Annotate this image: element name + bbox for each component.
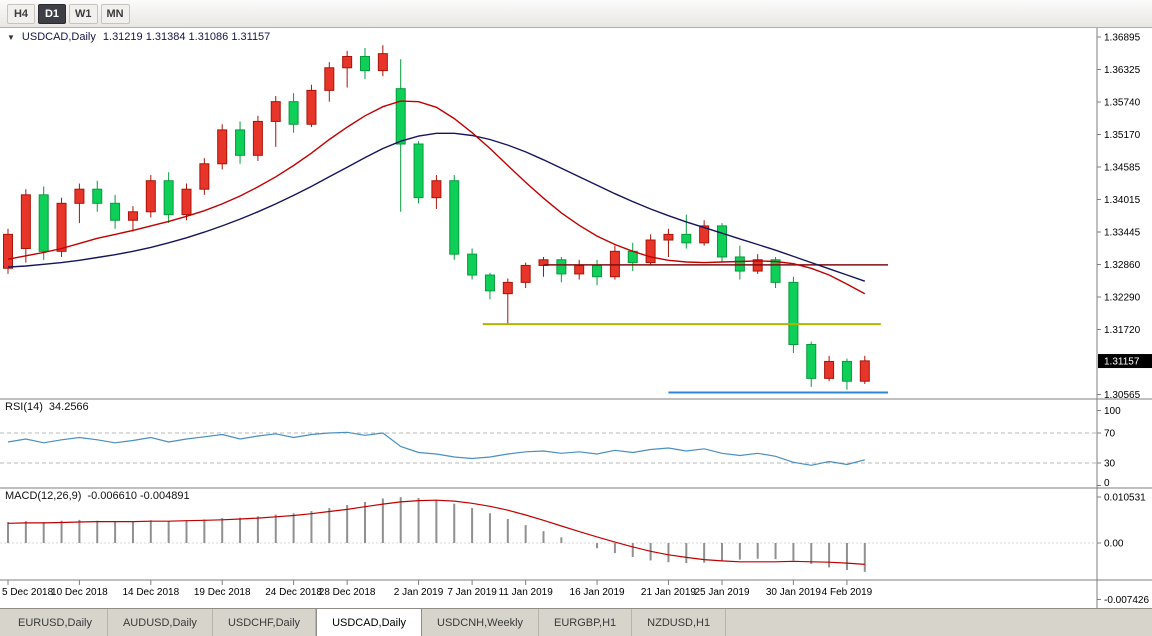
svg-text:1.34015: 1.34015 (1104, 195, 1141, 206)
candles-layer (3, 45, 870, 390)
symbol-tab-usdcnh-weekly[interactable]: USDCNH,Weekly (422, 609, 540, 636)
svg-text:30 Jan 2019: 30 Jan 2019 (766, 587, 821, 598)
svg-text:10 Dec 2018: 10 Dec 2018 (51, 587, 108, 598)
svg-text:0.00: 0.00 (1104, 539, 1124, 550)
svg-text:1.34585: 1.34585 (1104, 163, 1141, 174)
svg-text:1.32290: 1.32290 (1104, 293, 1141, 304)
rsi-panel: 100 70 30 0 (0, 406, 1121, 489)
price-axis: 1.36895 1.36325 1.35740 1.35170 1.34585 1.340… (1097, 33, 1141, 401)
svg-text:1.30565: 1.30565 (1104, 390, 1141, 401)
symbol-tab-usdcad-daily[interactable]: USDCAD,Daily (316, 608, 423, 636)
macd-panel: 0.010531 0.00 -0.007426 (0, 493, 1149, 606)
svg-text:19 Dec 2018: 19 Dec 2018 (194, 587, 251, 598)
svg-text:1.35170: 1.35170 (1104, 130, 1141, 141)
chart-area: 1.36895 1.36325 1.35740 1.35170 1.34585 1.340… (0, 28, 1152, 608)
timeframe-button-d1[interactable]: D1 (38, 3, 66, 24)
svg-text:14 Dec 2018: 14 Dec 2018 (122, 587, 179, 598)
svg-text:16 Jan 2019: 16 Jan 2019 (570, 587, 625, 598)
svg-text:4 Feb 2019: 4 Feb 2019 (822, 587, 873, 598)
ma-fast-line (7, 100, 866, 295)
svg-text:2 Jan 2019: 2 Jan 2019 (394, 587, 444, 598)
svg-text:100: 100 (1104, 406, 1121, 417)
panel-borders (0, 28, 1152, 608)
svg-text:24 Dec 2018: 24 Dec 2018 (265, 587, 322, 598)
svg-text:-0.007426: -0.007426 (1104, 595, 1149, 606)
timeframe-toolbar: H4 D1 W1 MN (0, 0, 1152, 28)
svg-text:1.31157: 1.31157 (1104, 357, 1140, 368)
svg-text:1.36895: 1.36895 (1104, 33, 1141, 44)
svg-text:0.010531: 0.010531 (1104, 493, 1146, 504)
svg-text:1.32860: 1.32860 (1104, 260, 1141, 271)
svg-text:28 Dec 2018: 28 Dec 2018 (319, 587, 376, 598)
macd-histogram (7, 497, 866, 572)
rsi-line (7, 431, 865, 466)
symbol-tab-nzdusd-h1[interactable]: NZDUSD,H1 (632, 609, 727, 636)
horizontal-lines (482, 264, 889, 394)
svg-text:70: 70 (1104, 429, 1116, 440)
ma-slow-line (7, 132, 866, 282)
symbol-tab-usdchf-daily[interactable]: USDCHF,Daily (213, 609, 317, 636)
svg-text:30: 30 (1104, 459, 1116, 470)
timeframe-button-mn[interactable]: MN (100, 3, 130, 24)
svg-text:5 Dec 2018: 5 Dec 2018 (2, 587, 54, 598)
price-chart-canvas[interactable]: 1.36895 1.36325 1.35740 1.35170 1.34585 1.340… (0, 28, 1152, 608)
symbol-tab-eurgbp-h1[interactable]: EURGBP,H1 (539, 609, 633, 636)
symbol-tab-eurusd-daily[interactable]: EURUSD,Daily (3, 609, 108, 636)
symbol-tabbar: EURUSD,Daily AUDUSD,Daily USDCHF,Daily USDC… (0, 608, 1152, 636)
svg-text:1.31720: 1.31720 (1104, 325, 1141, 336)
svg-text:11 Jan 2019: 11 Jan 2019 (498, 587, 553, 598)
macd-signal-line (7, 499, 865, 565)
timeframe-button-w1[interactable]: W1 (69, 3, 98, 24)
svg-text:21 Jan 2019: 21 Jan 2019 (641, 587, 696, 598)
current-price-tag: 1.31157 (1098, 354, 1152, 369)
svg-text:1.35740: 1.35740 (1104, 98, 1141, 109)
svg-text:1.33445: 1.33445 (1104, 228, 1141, 239)
svg-text:0: 0 (1104, 478, 1110, 489)
svg-text:7 Jan 2019: 7 Jan 2019 (447, 587, 497, 598)
timeframe-button-h4[interactable]: H4 (7, 3, 35, 24)
svg-text:1.36325: 1.36325 (1104, 65, 1141, 76)
symbol-tab-audusd-daily[interactable]: AUDUSD,Daily (108, 609, 213, 636)
svg-text:25 Jan 2019: 25 Jan 2019 (694, 587, 749, 598)
